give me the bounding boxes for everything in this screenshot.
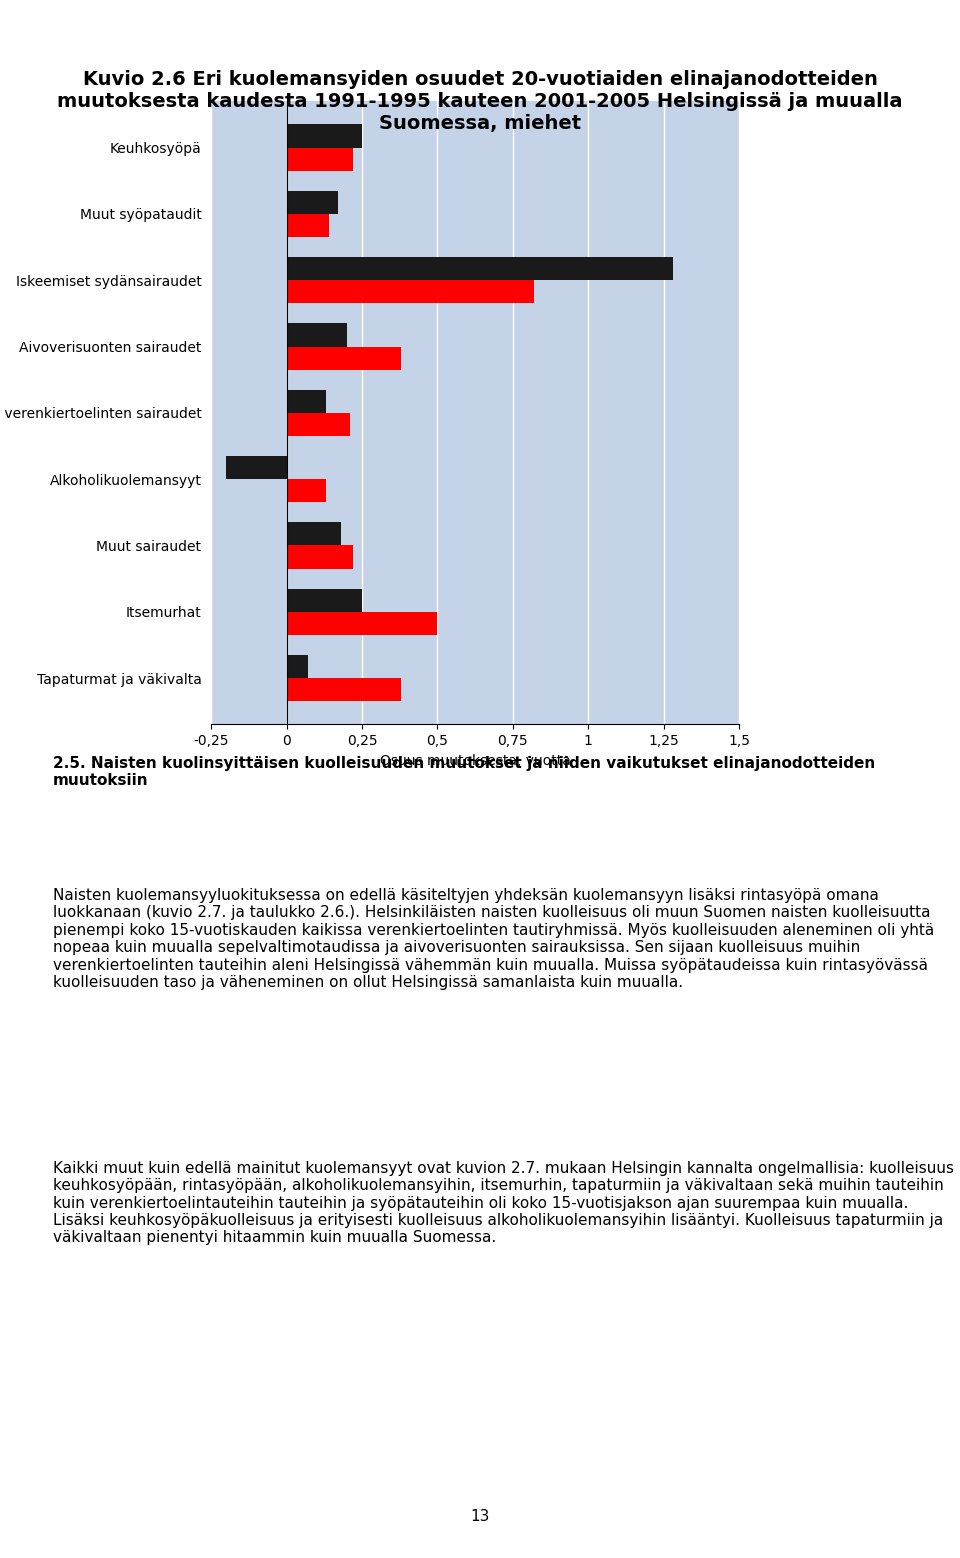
Text: Kaikki muut kuin edellä mainitut kuolemansyyt ovat kuvion 2.7. mukaan Helsingin : Kaikki muut kuin edellä mainitut kuolema… <box>53 1161 954 1245</box>
Text: Kuvio 2.6 Eri kuolemansyiden osuudet 20-vuotiaiden elinajanodotteiden
muutoksest: Kuvio 2.6 Eri kuolemansyiden osuudet 20-… <box>58 70 902 132</box>
Bar <box>287 213 329 237</box>
Bar <box>287 480 325 502</box>
Text: 13: 13 <box>470 1508 490 1524</box>
Bar <box>227 456 287 480</box>
Bar <box>287 678 401 701</box>
Bar <box>287 280 534 304</box>
Bar <box>287 545 353 569</box>
Bar <box>287 589 362 612</box>
Bar <box>287 346 401 369</box>
Bar <box>287 257 673 280</box>
Bar <box>287 413 350 436</box>
Text: Naisten kuolemansyyluokituksessa on edellä käsiteltyjen yhdeksän kuolemansyyn li: Naisten kuolemansyyluokituksessa on edel… <box>53 888 934 989</box>
Bar <box>287 654 308 678</box>
X-axis label: Osuus muutoksesta, vuotta: Osuus muutoksesta, vuotta <box>380 754 570 768</box>
Bar <box>287 125 362 148</box>
Bar <box>287 190 338 213</box>
Bar <box>287 612 438 636</box>
Bar <box>287 522 341 545</box>
Bar <box>287 324 347 346</box>
Bar <box>287 148 353 171</box>
Text: 2.5. Naisten kuolinsyittäisen kuolleisuuden muutokset ja niiden vaikutukset elin: 2.5. Naisten kuolinsyittäisen kuolleisuu… <box>53 756 876 788</box>
Bar <box>287 390 325 413</box>
